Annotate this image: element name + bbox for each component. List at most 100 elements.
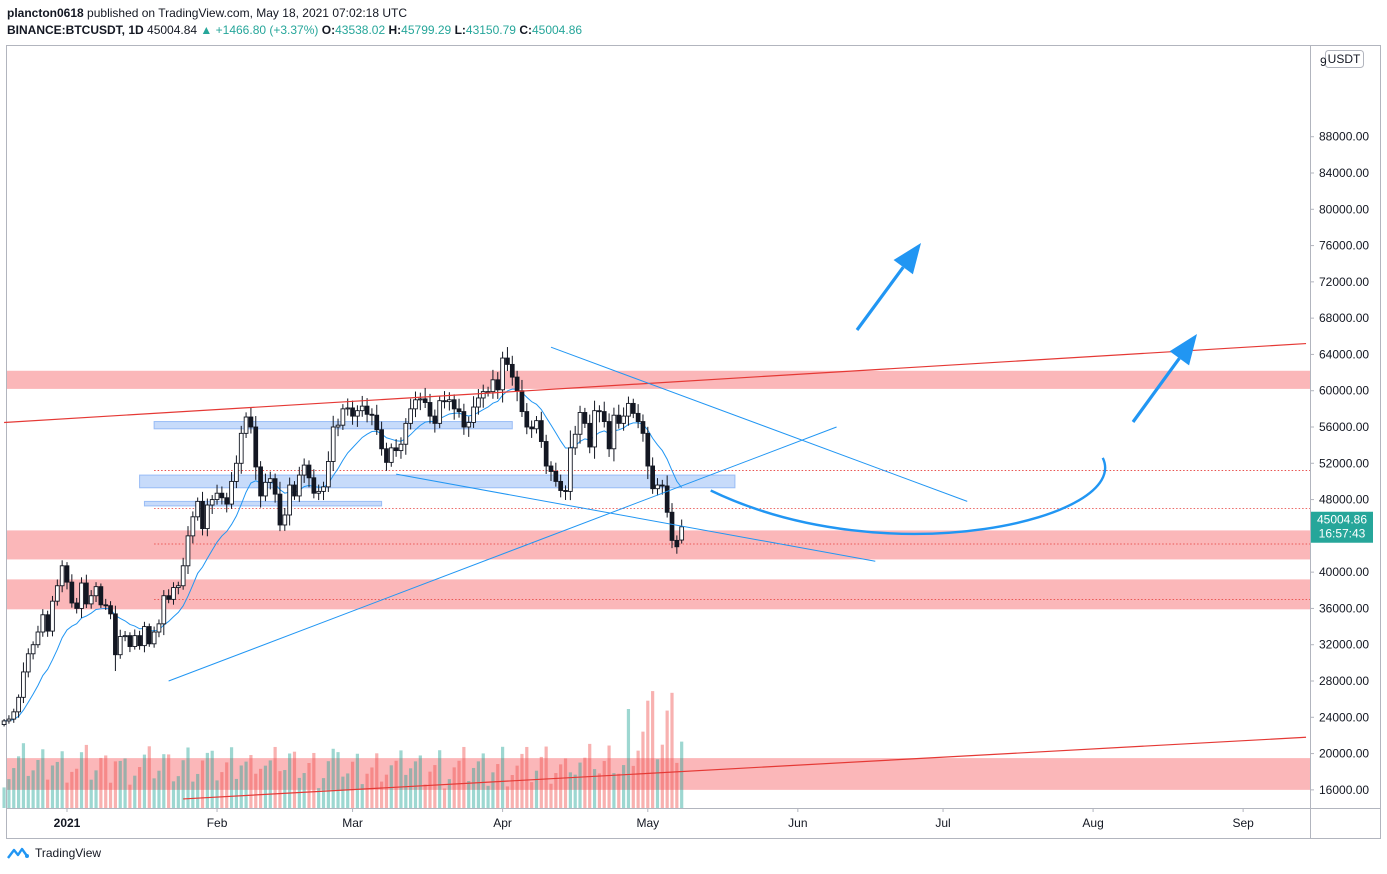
candle <box>587 414 593 454</box>
candle <box>195 497 201 521</box>
candle <box>398 437 404 459</box>
zones-layer <box>7 370 1310 790</box>
price-axis[interactable]: 16000.00 20000.00 24000.00 28000.00 32000.00… <box>1310 130 1369 797</box>
volume-bar <box>481 753 485 808</box>
currency-badge[interactable]: USDT <box>1325 50 1364 68</box>
candle <box>103 598 109 610</box>
footer: TradingView <box>7 846 101 860</box>
volume-bar <box>365 773 369 808</box>
candle <box>384 442 389 471</box>
candle-body <box>413 399 418 410</box>
candle-body <box>456 408 462 413</box>
candle <box>476 388 481 415</box>
candle <box>630 398 636 419</box>
candle-body <box>69 581 75 604</box>
candle-body <box>292 484 297 497</box>
volume-bar <box>380 781 384 808</box>
candle-body <box>54 585 60 602</box>
candle <box>30 641 36 660</box>
candle-body <box>650 465 655 490</box>
candle-body <box>659 484 665 487</box>
candle <box>6 715 12 724</box>
volume-bar <box>588 743 592 808</box>
candle <box>432 409 438 433</box>
candle <box>229 472 234 509</box>
symbol-label[interactable]: BINANCE:BTCUSDT, 1D <box>7 23 144 37</box>
candle <box>277 481 283 532</box>
reference-lines-layer <box>4 388 1310 722</box>
candle <box>234 455 239 489</box>
volume-bar <box>94 770 98 808</box>
candle-body <box>490 379 496 393</box>
volume-bar <box>394 760 398 808</box>
candle <box>316 484 322 501</box>
candle <box>64 562 70 590</box>
candle <box>374 404 380 435</box>
volume-bar <box>438 750 442 808</box>
candle <box>669 503 675 549</box>
volume-bar <box>17 756 21 808</box>
y-tick-label: 20000.00 <box>1319 747 1369 761</box>
volume-bar <box>433 765 437 808</box>
ascending-support-line <box>168 426 837 682</box>
volume-bar <box>191 781 195 808</box>
candle-body <box>11 711 17 720</box>
volume-bar <box>118 760 122 808</box>
drawings-layer[interactable] <box>4 243 1307 800</box>
volume-bar <box>370 767 374 808</box>
candle-body <box>127 635 133 647</box>
brand-name[interactable]: TradingView <box>35 846 102 860</box>
candle-body <box>548 465 554 472</box>
candle-body <box>103 604 109 607</box>
candle-body <box>84 582 89 605</box>
volume-bar <box>665 710 669 808</box>
candle <box>11 708 17 723</box>
candle-body <box>108 605 113 615</box>
y-tick-label: 56000.00 <box>1319 420 1369 434</box>
volume-bar <box>670 692 674 808</box>
candle-body <box>301 464 307 476</box>
volume-bar <box>84 744 88 808</box>
candle-body <box>369 413 375 416</box>
resistance-zone-2 <box>7 579 1310 610</box>
descending-resistance-line <box>550 346 968 502</box>
candle-body <box>577 412 583 435</box>
candle <box>209 495 215 514</box>
volume-bar <box>41 749 45 808</box>
time-axis[interactable]: 2021 Feb Mar Apr May Jun Jul Aug Sep <box>54 808 1254 830</box>
y-tick-label: 36000.00 <box>1319 601 1369 615</box>
candle <box>1 718 7 727</box>
volume-bar <box>423 784 427 808</box>
candle <box>166 589 171 604</box>
volume-bar <box>12 768 16 808</box>
volume-bar <box>142 754 147 808</box>
candle-body <box>253 426 259 468</box>
volume-bar <box>89 779 93 808</box>
volume-bar <box>171 781 176 808</box>
volume-bar <box>133 775 137 808</box>
candle-body <box>21 671 26 698</box>
volume-bar <box>360 784 364 808</box>
candle <box>650 457 655 494</box>
candle-body <box>340 408 346 426</box>
candle <box>175 581 181 595</box>
x-tick-label: May <box>636 816 659 830</box>
candle-body <box>379 429 384 450</box>
candle-body <box>74 602 80 609</box>
volume-bar <box>413 761 418 808</box>
volume-bar <box>176 776 180 808</box>
username[interactable]: plancton0618 <box>7 6 84 20</box>
candle-body <box>59 565 65 587</box>
candle-body <box>209 499 215 506</box>
candle-body <box>442 400 447 403</box>
candle-body <box>93 586 99 597</box>
candle-body <box>461 411 467 428</box>
candle-body <box>514 376 520 392</box>
volume-bar <box>65 782 69 808</box>
volume-bar <box>50 765 55 808</box>
candle <box>451 394 457 420</box>
volume-bar <box>55 761 59 808</box>
candle <box>54 579 60 606</box>
candle-body <box>306 464 312 479</box>
